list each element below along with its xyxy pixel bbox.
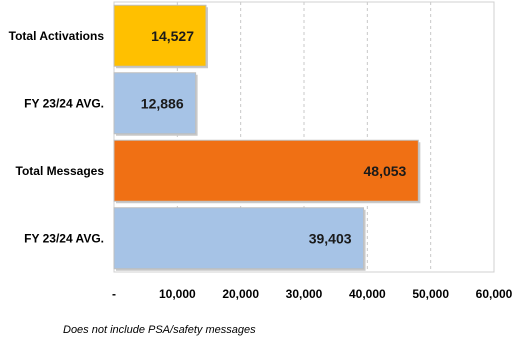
x-tick-label: 40,000 <box>349 287 386 301</box>
plot-border <box>113 1 495 273</box>
bar <box>113 4 207 67</box>
x-tick-label: 60,000 <box>476 287 513 301</box>
category-label: FY 23/24 AVG. <box>24 96 104 110</box>
bar-value-label: 48,053 <box>364 163 407 179</box>
x-tick-label: 20,000 <box>222 287 259 301</box>
bar <box>113 207 365 270</box>
bar <box>113 72 197 135</box>
bar-value-label: 14,527 <box>151 28 194 44</box>
x-tick-label: 50,000 <box>412 287 449 301</box>
bar-value-label: 12,886 <box>141 95 184 111</box>
bar-value-label: 39,403 <box>309 230 352 246</box>
x-tick-label: - <box>112 287 116 301</box>
category-labels: Total Activations FY 23/24 AVG. Total Mess… <box>9 29 105 246</box>
category-label: FY 23/24 AVG. <box>24 231 104 245</box>
footnote: Does not include PSA/safety messages <box>63 324 256 336</box>
x-axis-ticks: - 10,000 20,000 30,000 40,000 50,000 60,000 <box>112 287 513 301</box>
bars-group: 14,527 12,886 48,053 39,403 <box>113 4 421 271</box>
x-tick-label: 10,000 <box>159 287 196 301</box>
bar <box>113 139 419 202</box>
x-tick-label: 30,000 <box>286 287 323 301</box>
category-label: Total Messages <box>16 164 105 178</box>
category-label: Total Activations <box>9 29 105 43</box>
grid-lines <box>113 1 495 273</box>
